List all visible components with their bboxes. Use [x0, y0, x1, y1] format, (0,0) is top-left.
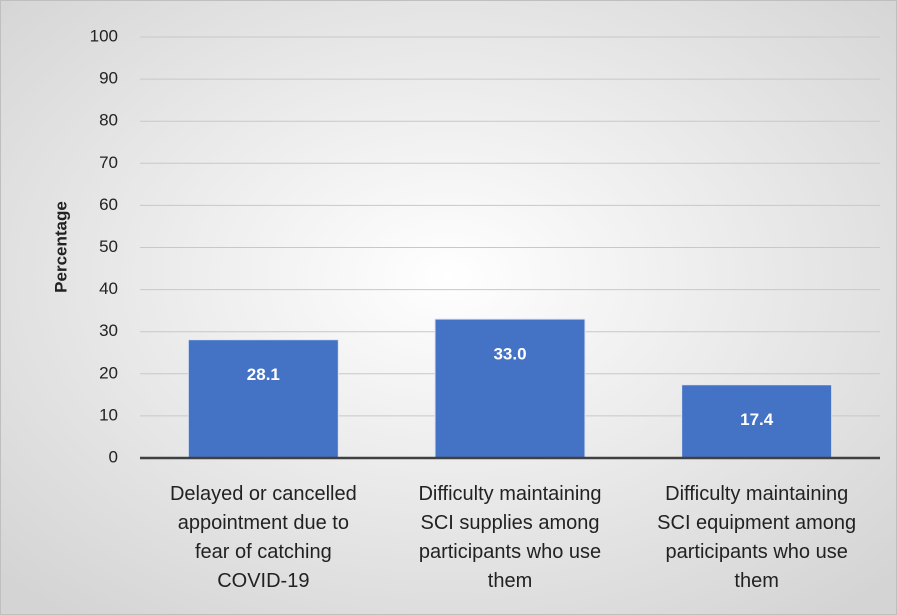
- x-tick-label: Difficulty maintaining SCI equipment amon…: [657, 483, 856, 592]
- value-label: 28.1: [247, 365, 280, 384]
- y-tick-label: 10: [99, 405, 118, 424]
- value-label: 33.0: [493, 345, 526, 364]
- x-tick-label: Delayed or cancelled appointment due to fe…: [170, 483, 357, 592]
- x-tick-label: Difficulty maintaining SCI supplies among…: [418, 483, 601, 592]
- y-tick-label: 50: [99, 237, 118, 256]
- y-tick-label: 80: [99, 111, 118, 130]
- bar: [681, 384, 833, 459]
- y-tick-label: 0: [109, 447, 118, 466]
- y-axis-label: Percentage: [51, 201, 70, 293]
- y-tick-label: 40: [99, 279, 118, 298]
- y-tick-label: 100: [90, 26, 118, 45]
- y-tick-label: 60: [99, 195, 118, 214]
- y-tick-label: 20: [99, 363, 118, 382]
- y-tick-label: 70: [99, 153, 118, 172]
- bar: [187, 339, 339, 459]
- y-tick-label: 90: [99, 69, 118, 88]
- bar: [434, 318, 586, 459]
- y-tick-label: 30: [99, 321, 118, 340]
- value-label: 17.4: [740, 410, 774, 429]
